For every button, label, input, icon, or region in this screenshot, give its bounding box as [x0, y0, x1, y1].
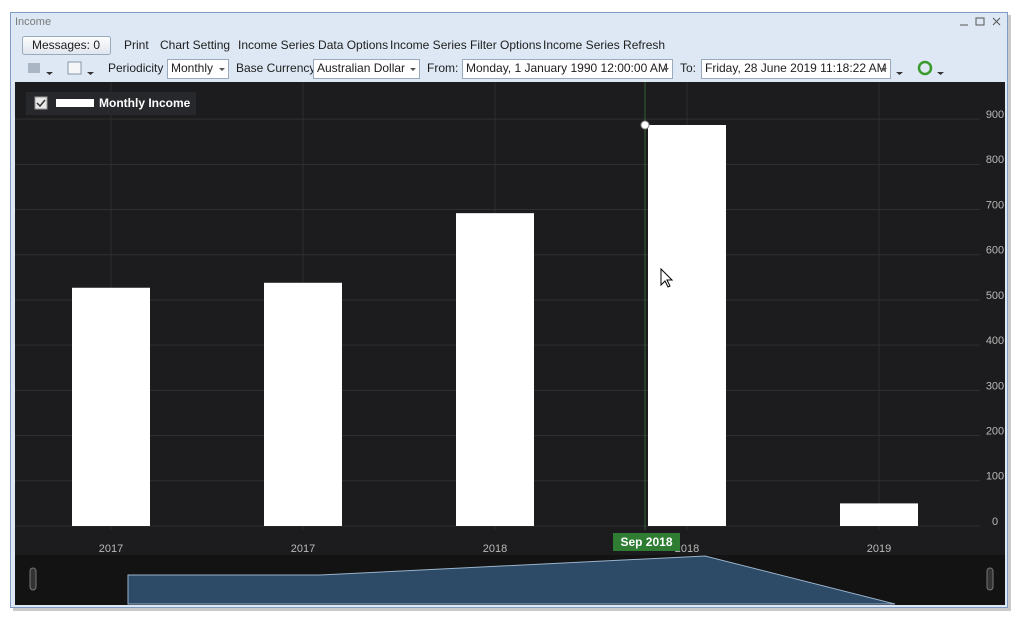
y-tick-label: 100 [986, 471, 1004, 483]
y-tick-label: 700 [986, 199, 1004, 211]
tool-icon[interactable] [28, 63, 40, 73]
bar [648, 125, 726, 527]
chart: 0 100 200 300 400 500 600 700 800 900 2017 2017 2018… [15, 82, 1004, 555]
select-value[interactable]: Friday, 28 June 2019 11:18:22 AM [705, 61, 887, 75]
window-buttons[interactable] [960, 17, 1001, 26]
crosshair-point [640, 120, 650, 130]
y-tick-label: 500 [986, 290, 1004, 302]
periodicity-select[interactable] [167, 59, 229, 79]
to-picker[interactable] [701, 59, 891, 79]
menu-item[interactable]: Income Series Refresh [543, 38, 665, 52]
crosshair-label: Sep 2018 [620, 535, 672, 549]
menu-item[interactable]: Chart Setting [160, 38, 230, 52]
messages-label[interactable]: Messages: 0 [32, 38, 100, 52]
legend-swatch [56, 99, 94, 107]
legend-label: Monthly Income [99, 96, 191, 110]
legend-check [36, 99, 46, 108]
toolbar-label: To: [680, 61, 696, 75]
y-tick-label: 300 [986, 380, 1004, 392]
bar [456, 213, 534, 527]
refresh-icon[interactable] [917, 60, 933, 76]
x-tick-label: 2019 [867, 543, 891, 555]
select-value[interactable]: Monday, 1 January 1990 12:00:00 AM [466, 61, 668, 75]
toolbar-label: From: [427, 61, 458, 75]
toolbar-label: Periodicity [108, 61, 163, 75]
x-tick-label: 2017 [291, 543, 315, 555]
bar [72, 287, 150, 526]
menu-item[interactable]: Income Series Filter Options [390, 38, 541, 52]
x-tick-label: 2018 [675, 543, 699, 555]
crosshair-label-box [613, 533, 680, 551]
window-title: Income [15, 16, 51, 28]
close-button[interactable] [992, 17, 1001, 26]
legend-checkbox[interactable] [34, 96, 48, 110]
navigator-handle[interactable] [29, 567, 37, 591]
currency-select[interactable] [313, 59, 420, 79]
menu-item[interactable]: Print [124, 38, 149, 52]
legend-box [26, 92, 196, 115]
y-tick-label: 900 [986, 109, 1004, 121]
bar [840, 503, 918, 526]
x-tick-label: 2017 [99, 543, 123, 555]
select-value[interactable]: Monthly [171, 61, 213, 75]
y-tick-label: 0 [992, 516, 998, 528]
navigator-handle[interactable] [986, 567, 994, 591]
x-tick-label: 2018 [483, 543, 507, 555]
y-tick-label: 200 [986, 425, 1004, 437]
mouse-cursor [660, 267, 674, 288]
y-tick-label: 400 [986, 335, 1004, 347]
select-value[interactable]: Australian Dollar [317, 61, 405, 75]
toolbar-icons[interactable] [28, 60, 944, 76]
navigator-area [127, 555, 896, 605]
bar [264, 282, 342, 526]
maximize-button[interactable] [975, 17, 985, 26]
y-tick-label: 800 [986, 154, 1004, 166]
from-picker[interactable] [462, 59, 673, 79]
messages-button[interactable] [22, 36, 111, 55]
tool-icon[interactable] [67, 61, 82, 75]
menu-item[interactable]: Income Series Data Options [238, 38, 388, 52]
y-tick-label: 600 [986, 245, 1004, 257]
toolbar-label: Base Currency [236, 61, 315, 75]
